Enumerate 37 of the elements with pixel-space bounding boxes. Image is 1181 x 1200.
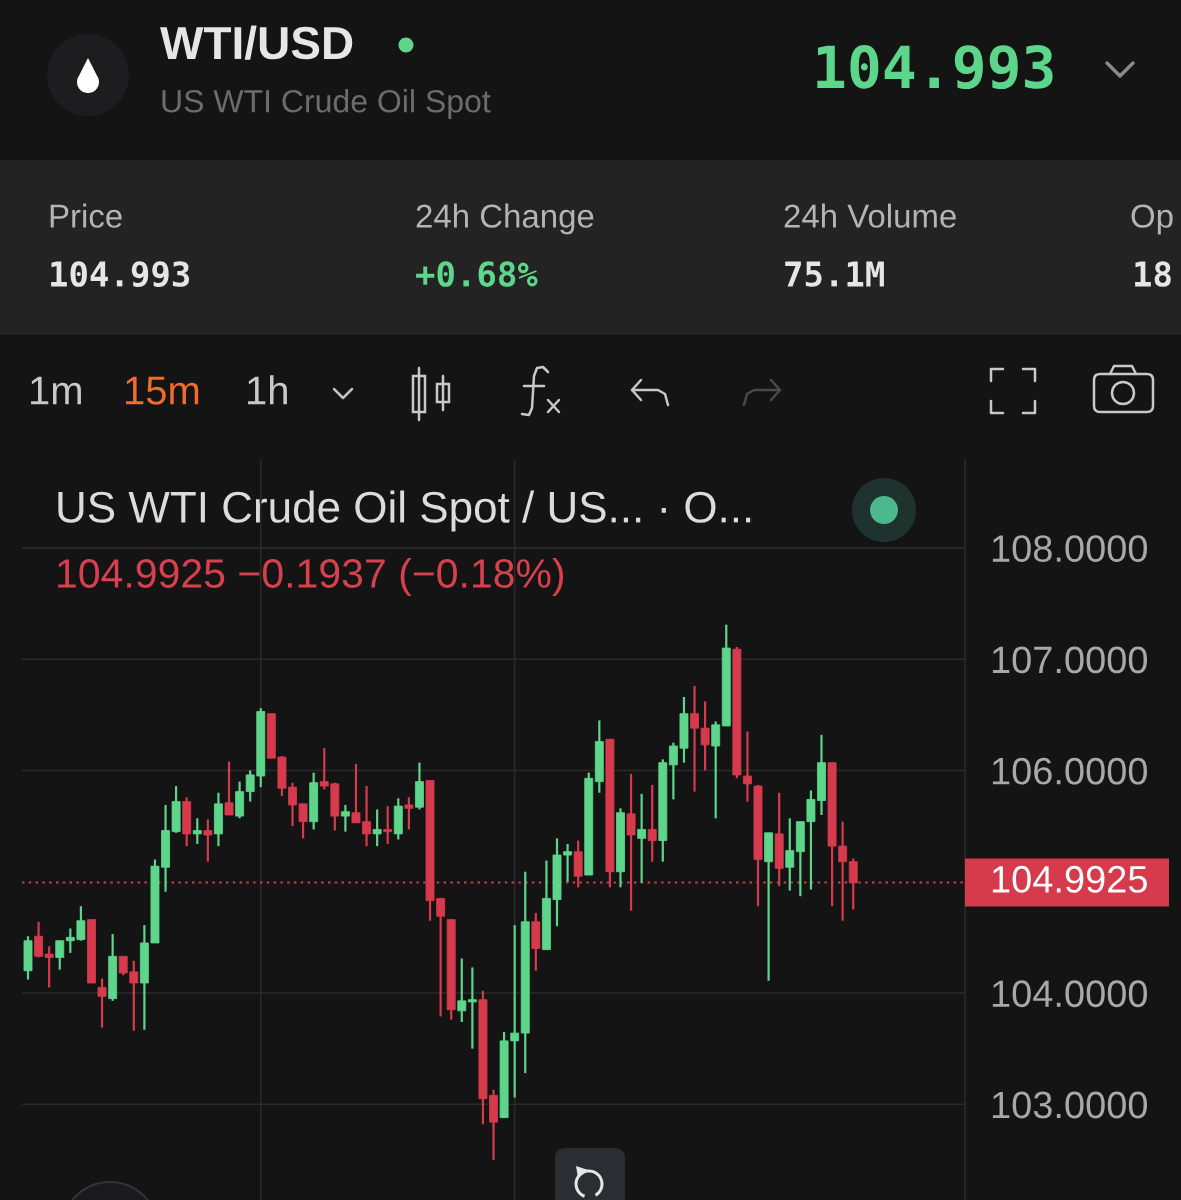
y-tick-label: 107.0000	[992, 646, 1148, 674]
candlestick	[647, 783, 657, 863]
text: 75.1M	[785, 261, 884, 287]
text: 24h Volume	[784, 203, 956, 228]
text: 24h Change	[416, 203, 594, 235]
candlestick	[785, 817, 795, 892]
text: 1h	[248, 375, 287, 405]
text: 1m	[31, 376, 81, 405]
candlestick	[203, 818, 213, 863]
candlestick	[457, 957, 467, 1024]
candlestick	[372, 808, 382, 848]
text: Op	[1131, 204, 1173, 235]
annotation: 104.9925 −0.1937 (−0.18%)	[58, 557, 564, 597]
text: 15m	[126, 376, 199, 405]
candlestick	[97, 977, 107, 1029]
candlestick	[192, 817, 202, 846]
y-tick-label: 106.0000	[992, 757, 1148, 785]
annotation: US WTI Crude Oil Spot / US... · O...	[58, 490, 751, 532]
text: 104.993	[51, 261, 190, 288]
candlestick	[467, 966, 477, 1050]
text: +0.68%	[416, 261, 538, 287]
y-tick-label: 104.0000	[992, 980, 1148, 1008]
chart-title: WTI/USD	[160, 25, 353, 60]
y-tick-label: 103.0000	[992, 1091, 1148, 1119]
chart-subtitle: US WTI Crude Oil Spot	[162, 89, 491, 119]
text: Price	[50, 203, 122, 228]
text: 104.993	[817, 44, 1053, 90]
candlestick	[637, 792, 647, 884]
y-tick-label: 108.0000	[992, 535, 1148, 563]
text: 18	[1135, 261, 1171, 287]
candlestick	[224, 760, 234, 817]
candlestick	[404, 796, 414, 831]
ref-line-label: 104.9925	[992, 865, 1147, 893]
candlestick	[711, 720, 721, 820]
candlestick	[383, 804, 393, 846]
candlestick	[55, 939, 65, 971]
candlestick	[340, 803, 350, 833]
